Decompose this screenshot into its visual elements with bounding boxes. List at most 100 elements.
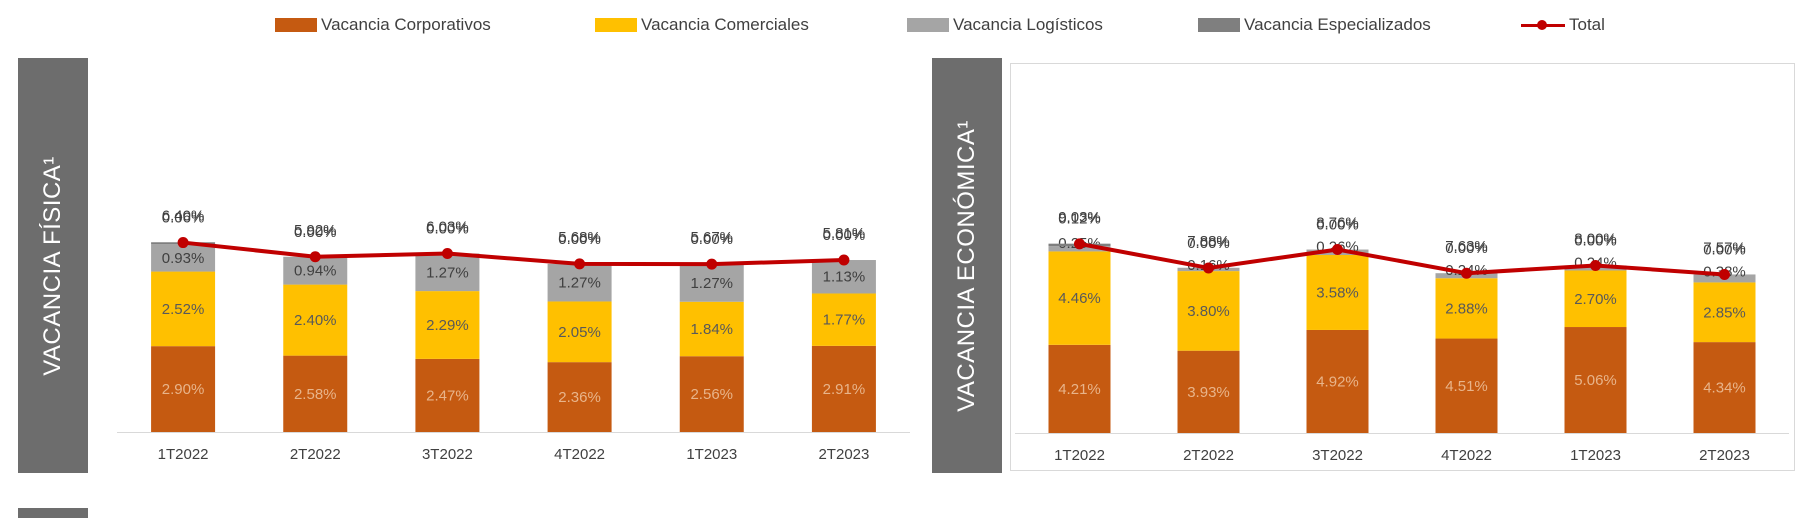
chart0-bar-logisticos-1T2023 [679, 264, 744, 302]
chart1-label-comerciales-1T2022: 4.46% [1058, 290, 1101, 307]
chart1-bar-corporativos-2T2022 [1177, 350, 1240, 433]
chart0-label-comerciales-1T2022: 2.52% [162, 301, 205, 318]
chart0-x-tick-1T2022: 1T2022 [158, 446, 209, 463]
legend-label-logisticos: Vacancia Logísticos [953, 15, 1103, 34]
vacancia-fisica-title: VACANCIA FÍSICA¹ [39, 155, 66, 376]
chart1-total-point-1T2022 [1074, 238, 1085, 250]
chart0-bar-corporativos-2T2022 [283, 355, 348, 432]
chart0-label-logisticos-3T2022: 1.27% [426, 264, 469, 281]
chart1-x-tick-4T2022: 4T2022 [1441, 447, 1492, 464]
chart0-bar-corporativos-4T2022 [547, 362, 612, 432]
chart0-bar-comerciales-3T2022 [415, 291, 480, 359]
vacancia-fisica-title-bar: VACANCIA FÍSICA¹ [18, 58, 88, 473]
chart1-total-label-2T2023: 7.57% [1703, 239, 1746, 256]
legend-label-comerciales: Vacancia Comerciales [641, 15, 809, 34]
chart0-x-tick-1T2023: 1T2023 [686, 446, 737, 463]
chart1-total-point-3T2022 [1332, 244, 1343, 256]
chart0-label-comerciales-2T2022: 2.40% [294, 312, 337, 329]
legend-label-especializados: Vacancia Especializados [1244, 15, 1431, 34]
vacancia-economica-title-bar: VACANCIA ECONÓMICA¹ [932, 58, 1002, 473]
chart0-label-comerciales-1T2023: 1.84% [690, 321, 733, 338]
chart1-x-tick-1T2022: 1T2022 [1054, 447, 1105, 464]
chart1-bar-corporativos-3T2022 [1306, 329, 1369, 433]
chart1-bar-corporativos-1T2022 [1048, 344, 1111, 433]
chart0-x-tick-4T2022: 4T2022 [554, 446, 605, 463]
chart1-label-especializados-2T2022: 0.00% [1187, 235, 1230, 252]
legend-label-corporativos: Vacancia Corporativos [321, 15, 491, 34]
chart0-bar-logisticos-3T2022 [415, 253, 480, 292]
chart1-total-line [1079, 241, 1725, 277]
chart1-bar-corporativos-2T2023 [1693, 342, 1756, 433]
chart1-label-especializados-3T2022: 0.00% [1316, 217, 1359, 234]
chart1-label-comerciales-1T2023: 2.70% [1574, 291, 1617, 308]
chart0-bar-comerciales-1T2022 [151, 271, 216, 347]
chart1-bar-comerciales-4T2022 [1435, 278, 1498, 339]
chart1-label-corporativos-4T2022: 4.51% [1445, 378, 1488, 395]
chart1-label-corporativos-2T2022: 3.93% [1187, 384, 1230, 401]
chart0-bar-logisticos-4T2022 [547, 263, 612, 302]
chart1-label-especializados-4T2022: 0.00% [1445, 240, 1488, 257]
chart0-label-logisticos-1T2022: 0.93% [162, 250, 205, 267]
vacancia-economica-title: VACANCIA ECONÓMICA¹ [953, 119, 980, 412]
chart0-label-corporativos-2T2022: 2.58% [294, 386, 337, 403]
chart0-label-logisticos-4T2022: 1.27% [558, 275, 601, 292]
chart0-label-logisticos-2T2023: 1.13% [823, 269, 866, 286]
chart0-x-tick-2T2023: 2T2023 [818, 446, 869, 463]
chart0-bar-logisticos-1T2022 [151, 244, 216, 272]
legend-swatch-corporativos [275, 18, 317, 32]
legend-item-total: Total [1521, 14, 1605, 36]
chart0-bar-corporativos-2T2023 [811, 345, 876, 432]
chart0-total-point-1T2023 [706, 258, 718, 270]
chart0-total-point-1T2022 [177, 237, 189, 249]
chart1-label-comerciales-4T2022: 2.88% [1445, 300, 1488, 317]
chart0-total-label-1T2023: 5.67% [690, 229, 733, 246]
chart0-bar-corporativos-1T2022 [151, 346, 216, 432]
chart1-label-especializados-1T2023: 0.00% [1574, 232, 1617, 249]
chart1-label-corporativos-2T2023: 4.34% [1703, 380, 1746, 397]
legend-label-total: Total [1569, 15, 1605, 34]
chart0-label-corporativos-1T2022: 2.90% [162, 381, 205, 398]
chart0-total-label-4T2022: 5.68% [558, 229, 601, 246]
chart1-x-tick-2T2022: 2T2022 [1183, 447, 1234, 464]
chart0-label-especializados-1T2023: 0.00% [690, 231, 733, 248]
chart1-bar-comerciales-2T2022 [1177, 271, 1240, 351]
vacancia-fisica-svg: 2.90% 2.52% 0.93% 0.06% 1T2022 2.58% 2.40% 0.94… [117, 208, 910, 463]
legend-swatch-comerciales [595, 18, 637, 32]
chart1-label-corporativos-1T2022: 4.21% [1058, 381, 1101, 398]
legend-swatch-logisticos [907, 18, 949, 32]
chart1-x-tick-2T2023: 2T2023 [1699, 447, 1750, 464]
chart1-label-especializados-1T2022: 0.12% [1058, 211, 1101, 228]
vacancia-economica-svg: 4.21%4.46%0.25%0.12%1T20223.93%3.80%0.16… [1015, 209, 1789, 464]
chart1-total-label-2T2022: 7.88% [1187, 233, 1230, 250]
chart0-total-point-2T2022 [309, 251, 321, 263]
legend-item-corporativos: Vacancia Corporativos [275, 14, 491, 36]
legend-item-especializados: Vacancia Especializados [1198, 14, 1431, 36]
chart0-label-especializados-2T2023: 0.00% [823, 227, 866, 244]
chart0-label-comerciales-3T2022: 2.29% [426, 317, 469, 334]
legend-swatch-especializados [1198, 18, 1240, 32]
chart1-label-comerciales-2T2022: 3.80% [1187, 303, 1230, 320]
chart0-label-corporativos-2T2023: 2.91% [823, 381, 866, 398]
chart0-label-especializados-3T2022: 0.00% [426, 221, 469, 238]
chart0-label-logisticos-1T2023: 1.27% [690, 275, 733, 292]
chart1-total-point-1T2023 [1590, 259, 1601, 271]
chart-legend: Vacancia Corporativos Vacancia Comercial… [0, 0, 1800, 50]
chart1-total-point-2T2022 [1203, 262, 1214, 274]
legend-item-logisticos: Vacancia Logísticos [907, 14, 1103, 36]
chart0-bar-comerciales-2T2023 [811, 293, 876, 346]
chart0-label-logisticos-2T2022: 0.94% [294, 263, 337, 280]
legend-swatch-total [1521, 18, 1565, 32]
chart0-total-label-3T2022: 6.03% [426, 219, 469, 236]
chart1-total-label-4T2022: 7.63% [1445, 238, 1488, 255]
chart1-total-label-1T2022: 9.03% [1058, 209, 1101, 226]
chart1-label-corporativos-1T2023: 5.06% [1574, 372, 1617, 389]
chart0-label-corporativos-1T2023: 2.56% [690, 386, 733, 403]
chart0-bar-corporativos-3T2022 [415, 358, 480, 432]
chart0-total-label-1T2022: 6.40% [162, 208, 205, 225]
vacancia-fisica-chart: 2.90% 2.52% 0.93% 0.06% 1T2022 2.58% 2.40% 0.94… [110, 60, 918, 475]
chart0-label-comerciales-4T2022: 2.05% [558, 324, 601, 341]
chart0-total-line [182, 240, 844, 267]
chart0-label-corporativos-4T2022: 2.36% [558, 389, 601, 406]
chart0-label-especializados-1T2022: 0.06% [162, 209, 205, 226]
chart0-label-especializados-2T2022: 0.00% [294, 224, 337, 241]
